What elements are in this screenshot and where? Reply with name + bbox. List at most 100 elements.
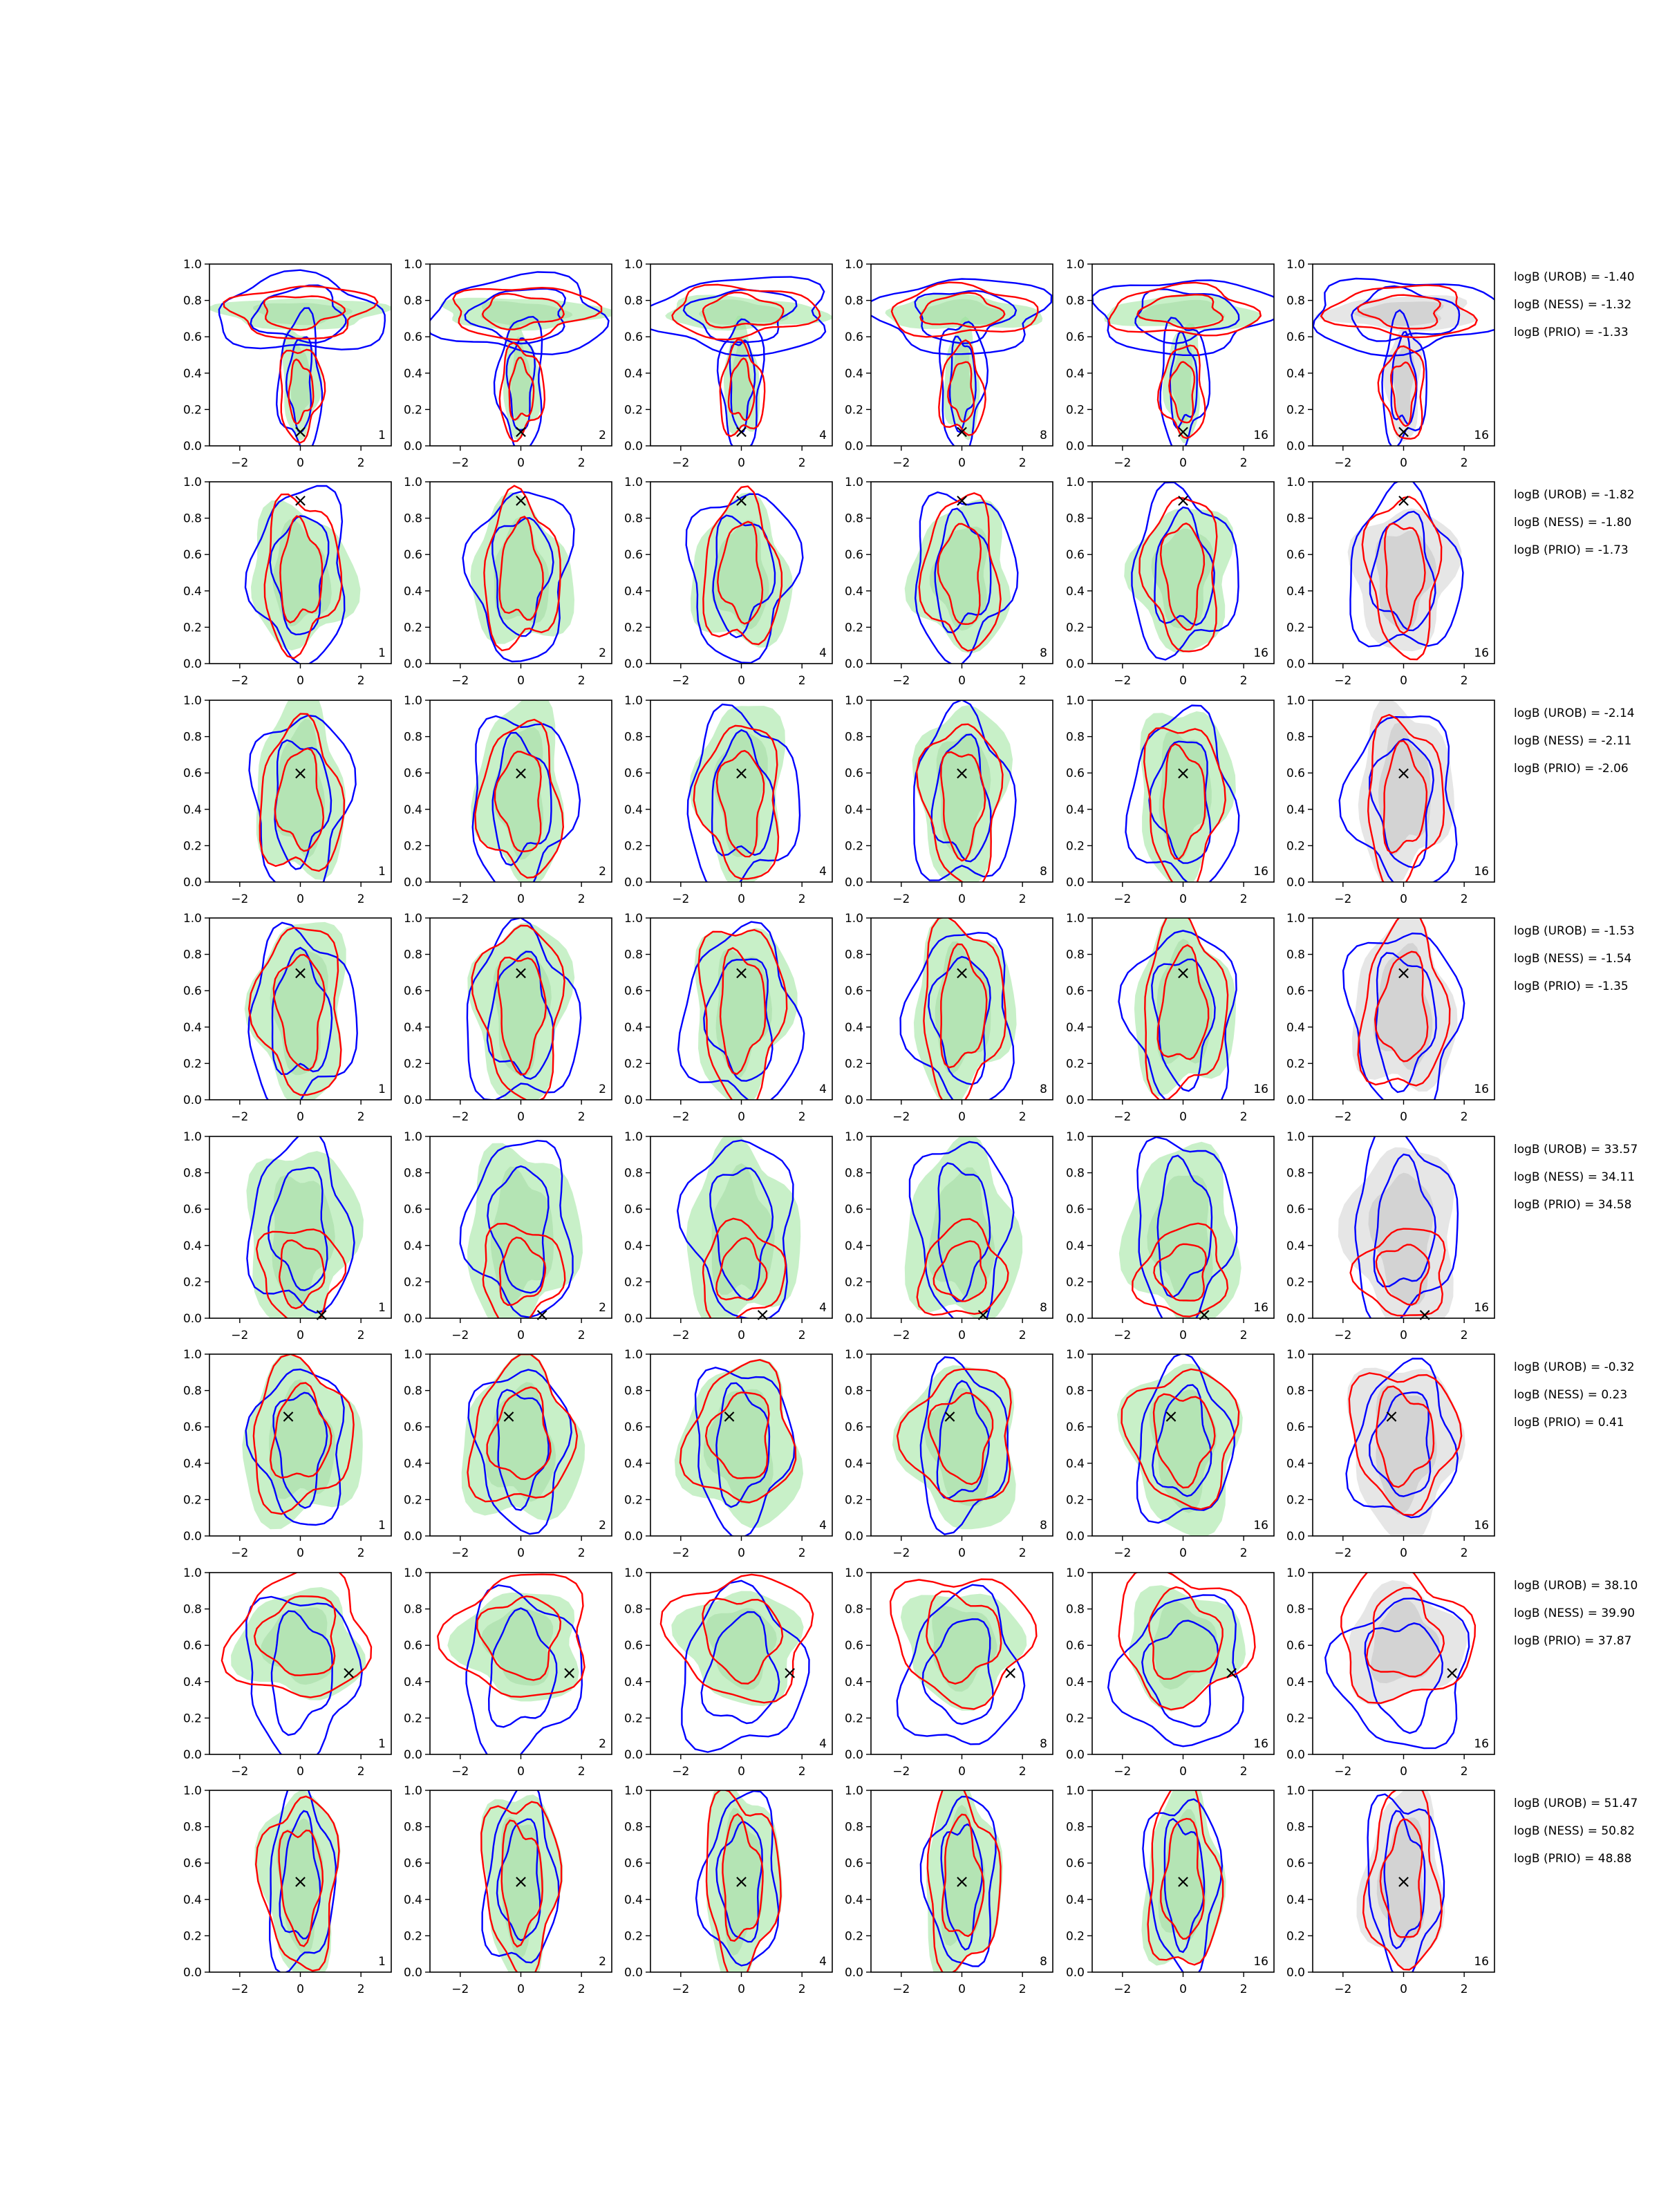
red-contour-inner (919, 292, 1006, 328)
true-value-marker: × (782, 1663, 798, 1684)
red-contour-outer (1320, 284, 1479, 339)
true-value-marker: × (1176, 1872, 1191, 1893)
y-tick-label: 0.0 (624, 440, 643, 453)
x-tick-label: 2 (578, 456, 585, 470)
blue-contour-outer (245, 1595, 363, 1754)
red-contour-inner (481, 292, 565, 330)
blue-contour-inner (1156, 1154, 1213, 1299)
y-tick-label: 0.2 (404, 1493, 422, 1507)
plot-area (1338, 700, 1458, 882)
y-tick-label: 0.8 (404, 1603, 422, 1617)
plot-area (209, 269, 391, 446)
density-fill-outer (686, 1136, 801, 1318)
y-tick-label: 0.8 (404, 948, 422, 962)
red-contour-outer (1144, 918, 1229, 1100)
true-value-marker: × (293, 763, 308, 784)
y-tick-label: 0.0 (183, 1312, 202, 1326)
red-contour-outer (1348, 1372, 1463, 1517)
density-fill-outer (1349, 1580, 1468, 1705)
y-tick-label: 0.6 (404, 1421, 422, 1434)
x-tick-label: −2 (1334, 1329, 1351, 1342)
plot-area (919, 1790, 1003, 1972)
y-tick-label: 1.0 (404, 258, 422, 272)
blue-contour-outer (685, 493, 804, 664)
red-contour-outer (1121, 1368, 1240, 1510)
y-tick-label: 0.2 (404, 621, 422, 635)
plot-area (254, 1790, 341, 1972)
y-tick-label: 0.6 (624, 1639, 643, 1653)
x-tick-label: 0 (1400, 892, 1407, 906)
logb-label-urob: logB (UROB) = -1.82 (1514, 488, 1635, 502)
red-contour-outer (221, 1573, 373, 1698)
subplot-r2-c1: × −2 0 2 0.0 0.2 0.4 0.6 0.8 1.0 1 (183, 476, 392, 688)
blue-contour-outer (1349, 482, 1464, 648)
y-tick-label: 0.2 (1286, 1929, 1305, 1943)
y-tick-label: 0.6 (404, 1203, 422, 1217)
y-tick-label: 0.2 (1066, 1275, 1085, 1289)
y-tick-label: 0.0 (624, 1966, 643, 1980)
plot-area (892, 1356, 1016, 1535)
red-contour-inner (1153, 1243, 1208, 1302)
subplot-r1-c3: × −2 0 2 0.0 0.2 0.4 0.6 0.8 1.0 4 (624, 258, 833, 470)
red-contour-outer (890, 281, 1039, 338)
true-value-marker: × (293, 490, 308, 511)
blue-contour-outer (465, 1584, 583, 1754)
red-contour-inner (702, 291, 785, 329)
x-tick-label: −2 (451, 674, 469, 688)
x-tick-label: 0 (517, 1110, 525, 1124)
x-tick-label: 2 (1019, 1546, 1027, 1560)
y-tick-label: 0.0 (183, 1748, 202, 1762)
y-tick-label: 0.2 (624, 1493, 643, 1507)
blue-contour-inner (1369, 510, 1436, 632)
y-tick-label: 0.4 (183, 1676, 202, 1689)
blue-contour-inner (703, 958, 774, 1082)
x-tick-label: 2 (357, 1546, 365, 1560)
panel-label: 1 (378, 1955, 386, 1969)
plot-area (904, 1136, 1023, 1318)
blue-contour-outer (481, 1790, 560, 1964)
x-tick-label: −2 (892, 1110, 910, 1124)
subplot-r7-c1: × −2 0 2 0.0 0.2 0.4 0.6 0.8 1.0 1 (183, 1566, 392, 1779)
y-tick-label: 0.0 (1066, 1966, 1085, 1980)
density-fill-inner (492, 727, 544, 860)
y-tick-label: 0.0 (183, 876, 202, 890)
y-tick-label: 0.6 (404, 548, 422, 562)
x-tick-label: 0 (297, 1983, 304, 1996)
subplot-r8-c1: × −2 0 2 0.0 0.2 0.4 0.6 0.8 1.0 1 (183, 1784, 392, 1996)
y-tick-label: 0.2 (1066, 1712, 1085, 1725)
y-tick-label: 0.6 (183, 1639, 202, 1653)
y-tick-label: 0.8 (404, 1167, 422, 1181)
y-tick-label: 0.4 (624, 367, 643, 381)
y-tick-label: 0.2 (404, 1275, 422, 1289)
y-tick-label: 0.6 (624, 1203, 643, 1217)
density-fill-outer (1358, 700, 1455, 882)
y-tick-label: 0.8 (624, 731, 643, 744)
y-tick-label: 0.6 (1286, 1203, 1305, 1217)
red-contour-inner (1156, 944, 1210, 1060)
y-tick-label: 0.6 (1066, 984, 1085, 998)
subplot-r4-c3: × −2 0 2 0.0 0.2 0.4 0.6 0.8 1.0 4 (624, 912, 833, 1124)
panel-label: 1 (378, 1301, 386, 1315)
y-tick-label: 0.4 (624, 1676, 643, 1689)
blue-contour-outer (871, 278, 1053, 355)
blue-contour-outer (244, 485, 346, 664)
blue-contour-inner (487, 1607, 558, 1728)
density-fill-inner (921, 299, 1005, 325)
density-fill-inner (290, 341, 312, 424)
x-tick-label: −2 (892, 456, 910, 470)
red-contour-inner (1136, 293, 1224, 330)
blue-contour-inner (269, 515, 330, 636)
x-tick-label: −2 (892, 892, 910, 906)
logb-label-prio: logB (PRIO) = -1.33 (1514, 326, 1629, 339)
density-fill-inner (929, 526, 988, 631)
y-tick-label: 0.2 (404, 1057, 422, 1071)
red-contour-outer (889, 1578, 1038, 1710)
blue-contour-inner (1154, 506, 1215, 626)
blue-contour-outer (1107, 1594, 1244, 1747)
y-tick-label: 1.0 (1066, 1784, 1085, 1798)
density-fill-inner (1152, 1601, 1217, 1690)
x-tick-label: 0 (958, 1983, 966, 1996)
x-tick-label: −2 (672, 674, 689, 688)
red-contour-inner (494, 751, 542, 852)
x-tick-label: 2 (357, 1983, 365, 1996)
